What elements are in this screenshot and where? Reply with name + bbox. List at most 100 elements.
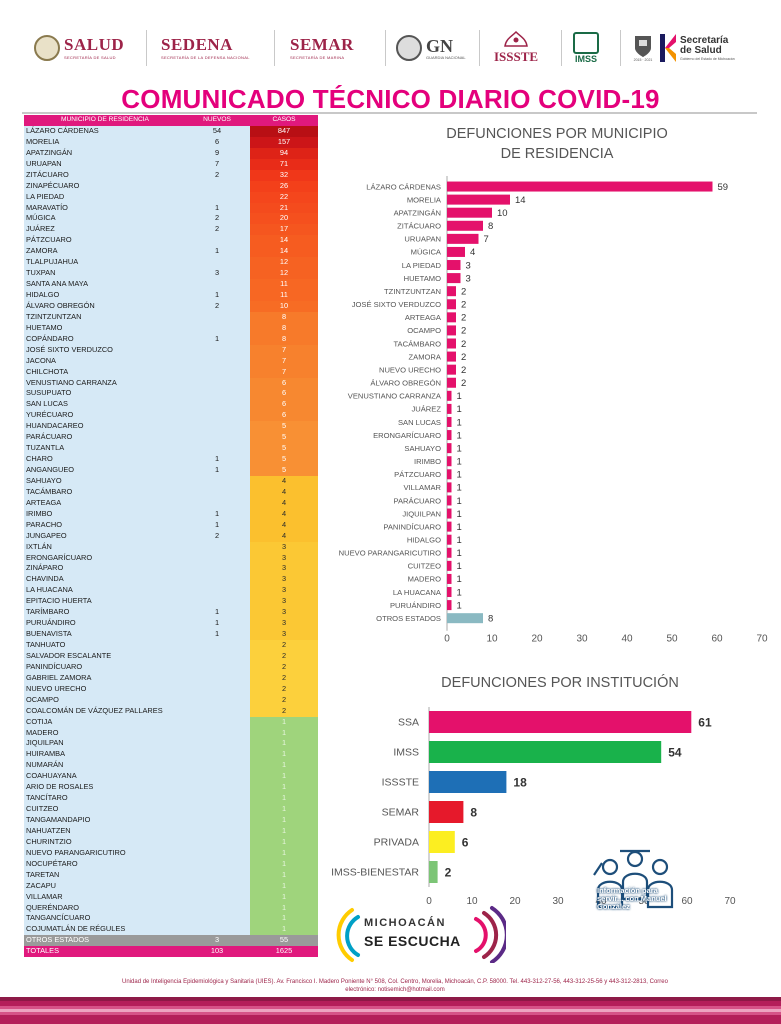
municipio-cell: PARÁCUARO — [24, 432, 184, 444]
municipio-cell: ZAMORA — [24, 246, 184, 258]
x-tick-label: 40 — [621, 634, 633, 645]
municipio-cell: TANGANCÍCUARO — [24, 913, 184, 925]
totales-nuevos: 103 — [184, 946, 250, 958]
value-label: 10 — [497, 208, 508, 219]
nuevos-cell — [184, 279, 250, 290]
table-row: ANGANGUEO 1 5 — [24, 465, 318, 476]
category-label: ÁLVARO OBREGÓN — [370, 379, 441, 388]
municipio-cell: LA PIEDAD — [24, 191, 184, 203]
nuevos-cell — [184, 585, 250, 597]
casos-cell: 14 — [250, 235, 318, 247]
nuevos-cell — [184, 771, 250, 783]
category-label: IMSS-BIENESTAR — [331, 867, 419, 879]
table-row: PÁTZCUARO 14 — [24, 235, 318, 247]
table-row: TANGAMANDAPIO 1 — [24, 815, 318, 826]
municipio-cell: TLALPUJAHUA — [24, 257, 184, 269]
nuevos-cell: 1 — [184, 290, 250, 301]
casos-cell: 4 — [250, 497, 318, 509]
bar — [429, 711, 692, 733]
casos-cell: 1 — [250, 771, 318, 783]
value-label: 8 — [470, 806, 477, 820]
bar — [447, 260, 461, 271]
value-label: 2 — [461, 352, 466, 363]
municipio-cell: LÁZARO CÁRDENAS — [24, 125, 184, 137]
casos-cell: 1 — [250, 902, 318, 914]
table-row: HUETAMO 8 — [24, 322, 318, 334]
nuevos-cell — [184, 355, 250, 367]
bar — [447, 246, 465, 257]
casos-cell: 1 — [250, 913, 318, 925]
table-row: COAHUAYANA 1 — [24, 771, 318, 783]
category-label: NUEVO PARANGARICUTIRO — [339, 549, 441, 558]
nuevos-cell — [184, 541, 250, 553]
category-label: LA HUACANA — [393, 588, 442, 597]
municipio-cell: COALCOMÁN DE VÁZQUEZ PALLARES — [24, 705, 184, 717]
table-row: COPÁNDARO 1 8 — [24, 333, 318, 345]
category-label: JUÁREZ — [411, 405, 441, 414]
category-label: JIQUILPAN — [402, 509, 441, 518]
table-row: HUIRAMBA 1 — [24, 749, 318, 761]
category-label: MORELIA — [407, 195, 442, 204]
value-label: 1 — [457, 535, 462, 546]
bar — [447, 286, 456, 297]
municipio-cell: GABRIEL ZAMORA — [24, 672, 184, 684]
table-row: PARÁCUARO 5 — [24, 432, 318, 444]
nuevos-cell: 1 — [184, 333, 250, 345]
casos-cell: 4 — [250, 530, 318, 542]
chart-title-line-1: DEFUNCIONES POR MUNICIPIO — [446, 126, 668, 142]
gn-logo: GN GUARDIA NACIONAL — [396, 26, 466, 70]
value-label: 14 — [515, 195, 526, 206]
casos-cell: 5 — [250, 421, 318, 433]
bar — [447, 403, 452, 414]
bar — [447, 233, 479, 244]
category-label: ISSSTE — [382, 777, 419, 789]
casos-cell: 5 — [250, 432, 318, 444]
municipio-cell: EPITACIO HUERTA — [24, 596, 184, 608]
x-tick-label: 70 — [756, 634, 768, 645]
casos-cell: 10 — [250, 300, 318, 312]
table-row: MADERO 1 — [24, 727, 318, 739]
category-label: JOSÉ SIXTO VERDUZCO — [352, 300, 441, 309]
casos-cell: 4 — [250, 475, 318, 487]
bar — [447, 390, 452, 401]
table-row: HIDALGO 1 11 — [24, 290, 318, 301]
value-label: 1 — [457, 430, 462, 441]
salud-logo: SALUD SECRETARÍA DE SALUD — [34, 26, 124, 70]
casos-cell: 3 — [250, 552, 318, 564]
table-row: COTIJA 1 — [24, 716, 318, 728]
municipio-cell: CHAVINDA — [24, 574, 184, 586]
casos-cell: 6 — [250, 377, 318, 389]
nuevos-cell — [184, 902, 250, 914]
casos-cell: 1 — [250, 891, 318, 903]
casos-cell: 32 — [250, 169, 318, 181]
x-tick-label: 20 — [509, 896, 521, 907]
column-header-municipio: MUNICIPIO DE RESIDENCIA — [24, 115, 184, 126]
x-tick-label: 40 — [595, 896, 607, 907]
nuevos-cell — [184, 836, 250, 848]
casos-cell: 1 — [250, 880, 318, 892]
municipio-cell: SAN LUCAS — [24, 399, 184, 411]
casos-cell: 12 — [250, 268, 318, 280]
bar — [429, 861, 438, 883]
casos-cell: 1 — [250, 836, 318, 848]
table-row: NAHUATZEN 1 — [24, 825, 318, 837]
table-row: NUMARÁN 1 — [24, 760, 318, 772]
nuevos-cell — [184, 235, 250, 247]
table-row: TARÍMBARO 1 3 — [24, 607, 318, 619]
nuevos-cell: 1 — [184, 607, 250, 619]
casos-cell: 3 — [250, 541, 318, 553]
municipio-cell: NUMARÁN — [24, 760, 184, 772]
municipio-cell: PANINDÍCUARO — [24, 661, 184, 673]
category-label: ZITÁCUARO — [397, 222, 441, 231]
deaths-by-municipality-title: DEFUNCIONES POR MUNICIPIO DE RESIDENCIA — [432, 124, 682, 165]
casos-cell: 1 — [250, 847, 318, 859]
municipio-cell: IRIMBO — [24, 508, 184, 520]
category-label: PÁTZCUARO — [394, 470, 441, 479]
casos-cell: 1 — [250, 738, 318, 750]
category-label: PURUÁNDIRO — [390, 601, 441, 610]
municipio-cell: CHARO — [24, 454, 184, 465]
municipio-cell: CHURINTZIO — [24, 836, 184, 848]
casos-cell: 3 — [250, 607, 318, 619]
page-title: COMUNICADO TÉCNICO DIARIO COVID-19 — [121, 84, 660, 114]
category-label: VENUSTIANO CARRANZA — [348, 392, 442, 401]
